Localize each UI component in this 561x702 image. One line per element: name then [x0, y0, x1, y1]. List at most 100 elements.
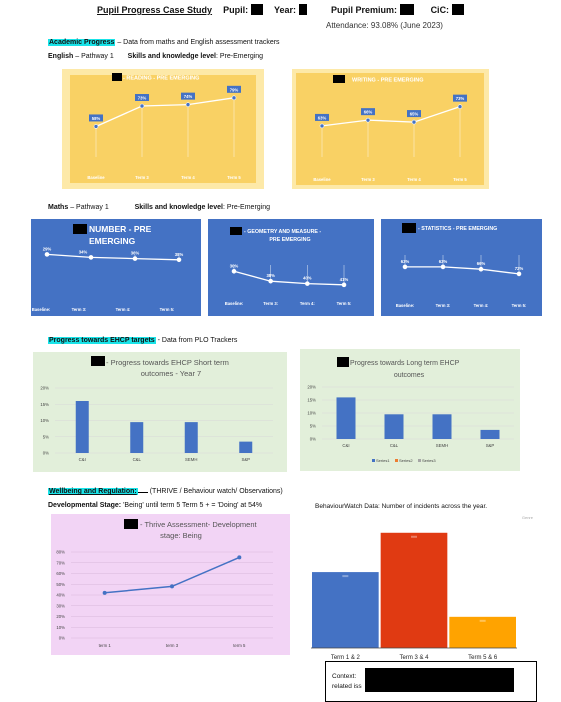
academic-heading: Academic Progress: [48, 39, 116, 46]
writing-label-box-1: [361, 108, 375, 116]
writing-x-tick-3: Term 5: [453, 177, 467, 182]
ehcp_short-bar-0: [75, 401, 89, 453]
ehcp-short-title-line1: - Progress towards EHCP Short term: [106, 358, 229, 367]
geometry-title-redacted: [230, 227, 242, 235]
geometry-point-3: [341, 282, 347, 288]
ehcp_long-y-tick-1: 5%: [310, 424, 316, 429]
geometry-title-line2: PRE EMERGING: [269, 237, 310, 243]
number-x-tick-0: Baseline:: [32, 307, 51, 312]
number-x-tick-1: Term 3:: [72, 307, 87, 312]
reading-title-redacted: [112, 73, 122, 81]
ehcp-heading-row: Progress towards EHCP targets - Data fro…: [48, 337, 237, 344]
number-data-label-0: 29%: [43, 246, 52, 251]
thrive-x-tick-1: term 3: [166, 643, 179, 648]
number-point-3: [176, 257, 182, 263]
ehcp-long-title-line2: outcomes: [394, 372, 425, 379]
reading-data-label-2: 74%: [184, 94, 193, 99]
ehcp_short-bar-3: [239, 441, 253, 453]
statistics-point-1: [440, 264, 446, 270]
reading-point-2: [185, 102, 191, 107]
statistics-x-tick-2: Term 4:: [474, 303, 489, 308]
thrive-point-0: [102, 590, 107, 595]
writing-title: WRITING - PRE EMERGING: [352, 78, 424, 84]
pupil-label: Pupil:: [223, 5, 249, 15]
thrive-y-tick-6: 60%: [56, 571, 65, 576]
ehcp_long-x-tick-2: SEMH: [436, 443, 448, 448]
ehcp_short-x-tick-2: SEMH: [185, 457, 197, 462]
number-x-tick-2: Term 4:: [116, 307, 131, 312]
writing-data-label-2: 65%: [410, 112, 419, 117]
attendance: Attendance: 93.08% (June 2023): [326, 21, 443, 30]
writing-chart-svg: 63% Baseline 66% Term 3 65% Term 4 73% Term 5 WR…: [296, 73, 484, 185]
ehcp_long-y-tick-4: 20%: [307, 385, 316, 390]
context-value: related iss: [332, 683, 362, 690]
writing-label-box-2: [407, 110, 421, 118]
ehcp_short-x-tick-3: S&P: [241, 457, 250, 462]
behaviour-chart: Term 1 & 2 Term 3 & 4 Term 5 & 6 Genre: [303, 512, 541, 662]
writing-point-1: [365, 117, 371, 123]
writing-data-label-1: 66%: [364, 110, 373, 115]
reading-data-label-3: 79%: [230, 87, 239, 92]
reading-title: - READING - PRE EMERGING: [123, 76, 199, 82]
context-box: Context: related iss: [325, 661, 537, 702]
thrive-chart-svg: 0% 10% 20% 30% 40% 50% 60% 70% 80% term 1 term 3 te…: [56, 519, 273, 648]
geometry-data-label-0: 30%: [230, 263, 239, 268]
cic-label: CiC:: [430, 5, 450, 15]
statistics-point-3: [516, 271, 522, 277]
geometry-x-tick-3: Term 5:: [337, 301, 352, 306]
thrive-point-2: [237, 555, 242, 560]
writing-label-box-3: [453, 94, 467, 102]
english-pathway: – Pathway 1: [75, 53, 114, 60]
thrive-y-tick-1: 10%: [56, 625, 65, 630]
thrive-y-tick-5: 50%: [56, 582, 65, 587]
writing-x-tick-1: Term 3: [361, 177, 375, 182]
thrive-y-tick-0: 0%: [59, 636, 65, 641]
thrive-point-1: [170, 584, 174, 589]
ehcp-long-legend-swatch-2: [418, 459, 421, 462]
statistics-chart-svg: 63% Baseline: 63% Term 3: 66% Term 4: 72% Term …: [396, 223, 527, 308]
ehcp-long-legend-swatch-0: [372, 459, 375, 462]
behaviour-bar-0: [312, 572, 379, 648]
geometry-x-tick-1: Term 3:: [263, 301, 278, 306]
number-title-line1: NUMBER - PRE: [89, 224, 152, 234]
english-label: English: [48, 53, 74, 60]
academic-heading-row: Academic Progress – Data from maths and …: [48, 39, 280, 46]
stage-value: 'Being' until term 5 Term 5 + = 'Doing' …: [123, 502, 263, 509]
number-point-2: [132, 256, 138, 261]
page-title: Pupil Progress Case Study: [97, 5, 213, 15]
stage-row: Developmental Stage: 'Being' until term …: [48, 502, 262, 509]
number-chart-svg: 29% Baseline: 34% Term 3: 36% Term 4: 38% Term …: [32, 224, 183, 312]
number-title-redacted: [73, 224, 87, 234]
maths-skills-label: Skills and knowledge level: [134, 204, 223, 211]
english-skills-value: : Pre-Emerging: [215, 53, 264, 60]
geometry-data-label-1: 38%: [266, 273, 275, 278]
statistics-x-tick-3: Term 5:: [512, 303, 527, 308]
reading-label-box-3: [227, 85, 241, 93]
behaviour-bar-2: [449, 616, 516, 648]
writing-point-3: [457, 104, 463, 109]
statistics-title-redacted: [402, 223, 416, 233]
wellbeing-heading: Wellbeing and Regulation:: [48, 488, 138, 495]
maths-skills-value: : Pre-Emerging: [222, 204, 271, 211]
thrive-x-tick-2: term 5: [233, 643, 246, 648]
ehcp_long-x-tick-1: C&L: [390, 443, 399, 448]
ehcp-long-chart: 0% 5% 10% 15% 20% C&I C&L SEMH S&P Progress towar…: [300, 349, 520, 471]
geometry-x-tick-0: Baseline:: [225, 301, 244, 306]
geometry-x-tick-2: Term 4:: [300, 301, 315, 306]
ehcp-short-title-line2: outcomes - Year 7: [141, 369, 201, 378]
reading-point-3: [231, 95, 237, 101]
statistics-data-label-3: 72%: [515, 266, 524, 271]
writing-label-box-0: [315, 113, 329, 121]
stage-label: Developmental Stage:: [48, 502, 122, 509]
ehcp-long-legend-swatch-1: [395, 459, 398, 462]
reading-x-tick-2: Term 4: [181, 175, 195, 180]
statistics-data-label-0: 63%: [401, 259, 410, 264]
writing-data-label-0: 63%: [318, 115, 327, 120]
ehcp_long-bar-1: [384, 414, 404, 439]
ehcp_short-y-tick-2: 10%: [40, 418, 49, 423]
year-field: Year:: [274, 4, 307, 15]
behaviour-bar-label-0: [342, 575, 349, 578]
ehcp_short-y-tick-4: 20%: [40, 386, 49, 391]
writing-x-tick-2: Term 4: [407, 177, 421, 182]
reading-label-box-0: [89, 114, 103, 122]
